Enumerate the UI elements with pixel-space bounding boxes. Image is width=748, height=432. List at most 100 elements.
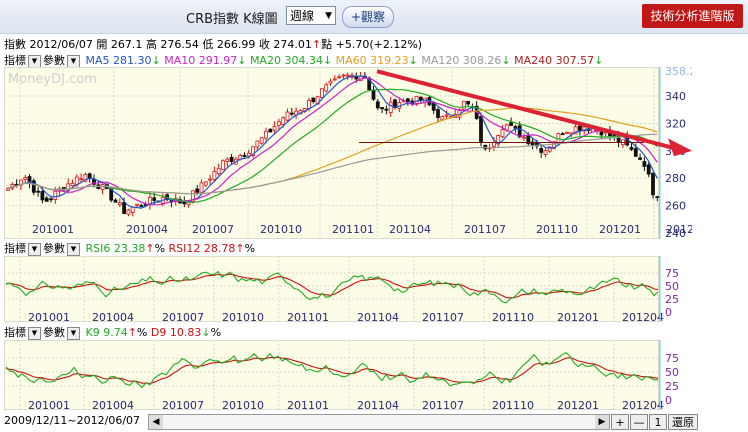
rsi-prefix: 指標 bbox=[4, 242, 26, 255]
rsi-chart-panel[interactable]: 75 50 25 0 201001 201004 201007 201010 201101 201… bbox=[4, 256, 692, 322]
d9-value: D9 10.83 bbox=[151, 326, 201, 339]
x-tick-label: 201107 bbox=[464, 223, 506, 236]
close-label: 收 bbox=[259, 38, 270, 51]
candle-body bbox=[385, 109, 388, 110]
candle-body bbox=[222, 161, 225, 170]
scroll-left-icon[interactable]: ◀ bbox=[149, 415, 163, 429]
plot-background bbox=[4, 67, 659, 239]
x-tick-label: 201101 bbox=[332, 223, 374, 236]
candle-body bbox=[415, 96, 418, 103]
info-label: 指數 bbox=[4, 38, 26, 51]
one-button[interactable]: 1 bbox=[649, 414, 667, 430]
candle-body bbox=[209, 179, 212, 180]
candle-body bbox=[204, 182, 207, 185]
candle-body bbox=[286, 112, 289, 120]
candle-body bbox=[647, 165, 650, 174]
high-label: 高 bbox=[146, 38, 157, 51]
ma-item-arrow: ↓ bbox=[501, 54, 510, 67]
x-tick-label: 201101 bbox=[287, 399, 329, 410]
bottom-bar: 2009/12/11~2012/06/07 ◀ ▶ + — 1 還原 bbox=[0, 412, 748, 432]
period-select[interactable]: 週線 ▼ bbox=[286, 6, 336, 25]
high-value: 276.54 bbox=[160, 38, 199, 51]
reset-button[interactable]: 還原 bbox=[668, 414, 698, 430]
zoom-in-button[interactable]: + bbox=[611, 414, 629, 430]
candle-body bbox=[501, 130, 504, 137]
y-tick-label: 50 bbox=[665, 366, 679, 379]
candle-body bbox=[265, 131, 268, 138]
candle-body bbox=[273, 127, 276, 130]
candle-body bbox=[136, 204, 139, 205]
rsi12-unit: % bbox=[245, 242, 255, 255]
kd-indicator-dropdown[interactable]: ▼ bbox=[28, 327, 41, 340]
price-info-line: 指數 2012/06/07 開 267.1 高 276.54 低 266.99 … bbox=[4, 36, 422, 52]
candle-body bbox=[114, 200, 117, 202]
candle-body bbox=[127, 210, 130, 214]
candle-body bbox=[277, 122, 280, 126]
zoom-out-button[interactable]: — bbox=[630, 414, 648, 430]
add-watch-button[interactable]: +觀察 bbox=[342, 6, 394, 28]
candle-body bbox=[226, 159, 229, 161]
candle-body bbox=[467, 101, 470, 104]
ma-item-arrow: ↓ bbox=[323, 54, 332, 67]
candle-body bbox=[634, 149, 637, 157]
kd-chart-panel[interactable]: 75 50 25 0 201001 201004 201007 201010 201101 201… bbox=[4, 340, 692, 410]
ma-indicator-dropdown[interactable]: ▼ bbox=[28, 55, 41, 68]
date-range: 2009/12/11~2012/06/07 bbox=[4, 414, 140, 427]
timeline-scrollbar[interactable]: ◀ ▶ bbox=[148, 414, 610, 430]
chevron-down-icon: ▼ bbox=[325, 7, 332, 26]
x-tick-label: 201010 bbox=[222, 311, 264, 322]
close-value: 274.01 bbox=[273, 38, 312, 51]
x-tick-label: 201201 bbox=[557, 311, 599, 322]
x-tick-label: 201201 bbox=[599, 223, 641, 236]
ma-indicator-line: 指標 ▼ 參數 ▼ MA5 281.30↓ MA10 291.97↓ MA20 304… bbox=[4, 52, 603, 68]
x-tick-label: 201110 bbox=[492, 399, 534, 410]
candle-body bbox=[24, 178, 27, 180]
d9-arrow: ↓ bbox=[201, 326, 210, 339]
scroll-right-icon[interactable]: ▶ bbox=[595, 415, 609, 429]
candle-body bbox=[389, 102, 392, 112]
candle-body bbox=[523, 137, 526, 138]
y-tick-label: 25 bbox=[665, 293, 679, 306]
change-label: 點 bbox=[321, 38, 332, 51]
candle-body bbox=[282, 118, 285, 125]
candle-body bbox=[561, 134, 564, 135]
candle-body bbox=[140, 206, 143, 207]
candle-body bbox=[578, 126, 581, 130]
ma-param-dropdown[interactable]: ▼ bbox=[67, 55, 80, 68]
candle-body bbox=[243, 155, 246, 156]
y-tick-label: 280 bbox=[665, 172, 686, 185]
candle-body bbox=[346, 75, 349, 76]
x-tick-label: 201201 bbox=[557, 399, 599, 410]
candle-body bbox=[600, 132, 603, 135]
rsi-indicator-dropdown[interactable]: ▼ bbox=[28, 243, 41, 256]
candle-body bbox=[630, 147, 633, 149]
x-tick-label: 201204 bbox=[622, 311, 664, 322]
candle-body bbox=[540, 149, 543, 153]
x-tick-label: 201107 bbox=[422, 311, 464, 322]
k9-arrow: ↑ bbox=[128, 326, 137, 339]
x-tick-label: 201007 bbox=[162, 311, 204, 322]
ma-item-value: MA10 291.97 bbox=[164, 54, 237, 67]
x-tick-label: 201007 bbox=[162, 399, 204, 410]
ma-prefix: 指標 bbox=[4, 54, 26, 67]
kd-param-dropdown[interactable]: ▼ bbox=[67, 327, 80, 340]
candle-body bbox=[50, 199, 53, 200]
kd-chart: 7550250201001 201004 201007 201010 201101 201… bbox=[4, 340, 692, 410]
change-value: +5.70(+2.12%) bbox=[336, 38, 422, 51]
rsi-param-label: 參數 bbox=[43, 242, 65, 255]
x-tick-label: 201007 bbox=[192, 223, 234, 236]
candle-body bbox=[131, 207, 134, 212]
candle-body bbox=[342, 75, 345, 76]
y-tick-label: 358.2 bbox=[665, 67, 692, 78]
price-chart-panel[interactable]: MoneyDJ.com358.2340320300280260240201001… bbox=[4, 67, 692, 239]
x-tick-label: 201010 bbox=[222, 399, 264, 410]
ma-item-value: MA240 307.57 bbox=[514, 54, 594, 67]
kd-prefix: 指標 bbox=[4, 326, 26, 339]
advanced-analysis-button[interactable]: 技術分析進階版 bbox=[642, 4, 743, 28]
watermark: MoneyDJ.com bbox=[8, 72, 97, 87]
rsi-param-dropdown[interactable]: ▼ bbox=[67, 243, 80, 256]
y-tick-label: 320 bbox=[665, 117, 686, 130]
candle-body bbox=[200, 183, 203, 192]
ma-item-arrow: ↓ bbox=[594, 54, 603, 67]
